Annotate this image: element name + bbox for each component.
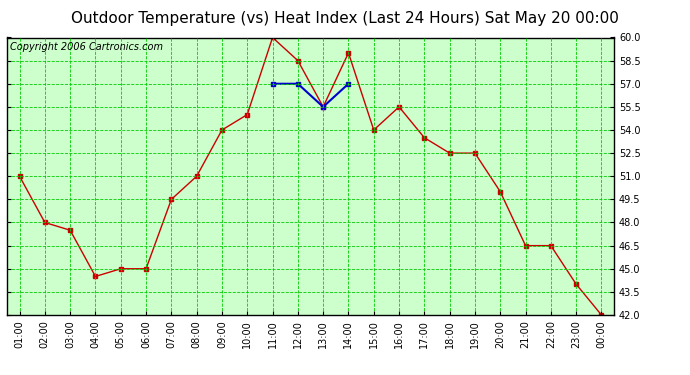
Text: Outdoor Temperature (vs) Heat Index (Last 24 Hours) Sat May 20 00:00: Outdoor Temperature (vs) Heat Index (Las…: [71, 11, 619, 26]
Text: Copyright 2006 Cartronics.com: Copyright 2006 Cartronics.com: [10, 42, 163, 52]
